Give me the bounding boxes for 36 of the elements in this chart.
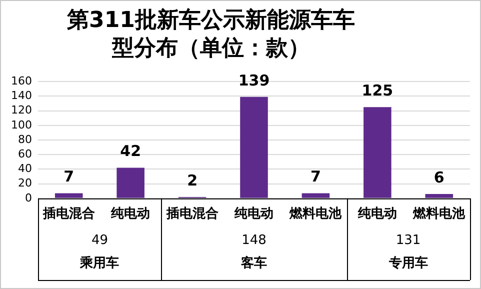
chart-title: 第311批新车公示新能源车车型分布（单位：款） <box>66 7 356 63</box>
text: 乘用车 <box>79 254 120 271</box>
text: 131 <box>396 232 421 248</box>
bar <box>364 107 392 198</box>
data-label: 7 <box>310 168 321 186</box>
text: 客车 <box>240 254 267 271</box>
y-tick-label: 160 <box>10 74 32 88</box>
data-label: 125 <box>362 82 394 100</box>
y-tick-label: 140 <box>10 89 32 102</box>
y-tick-label: 120 <box>10 104 32 117</box>
y-tick-label: 0 <box>24 191 32 204</box>
data-label: 2 <box>187 171 198 190</box>
x-tick-label: 燃料电池 <box>288 206 343 222</box>
x-tick-label: 插电混合 <box>165 206 218 222</box>
text: 148 <box>242 232 266 248</box>
x-tick-label: 插电混合 <box>42 206 95 222</box>
bar <box>240 96 268 198</box>
y-tick-label: 40 <box>18 162 32 176</box>
data-label: 42 <box>120 142 142 160</box>
bar <box>54 193 83 198</box>
data-label: 7 <box>64 168 74 186</box>
x-tick-label: 纯电动 <box>110 206 150 222</box>
y-tick-label: 20 <box>18 176 32 190</box>
y-tick-label: 80 <box>18 132 32 146</box>
bar <box>302 193 330 198</box>
x-tick-label: 纯电动 <box>356 206 397 222</box>
text: 专用车 <box>388 254 428 271</box>
data-label: 6 <box>434 168 444 186</box>
x-tick-label: 纯电动 <box>234 206 274 222</box>
y-tick-label: 100 <box>10 118 32 132</box>
data-label: 139 <box>238 71 270 90</box>
x-tick-label: 燃料电池 <box>412 206 466 222</box>
bar <box>116 168 144 198</box>
bar <box>425 194 454 198</box>
text: 49 <box>91 232 108 248</box>
y-tick-label: 60 <box>18 147 32 160</box>
